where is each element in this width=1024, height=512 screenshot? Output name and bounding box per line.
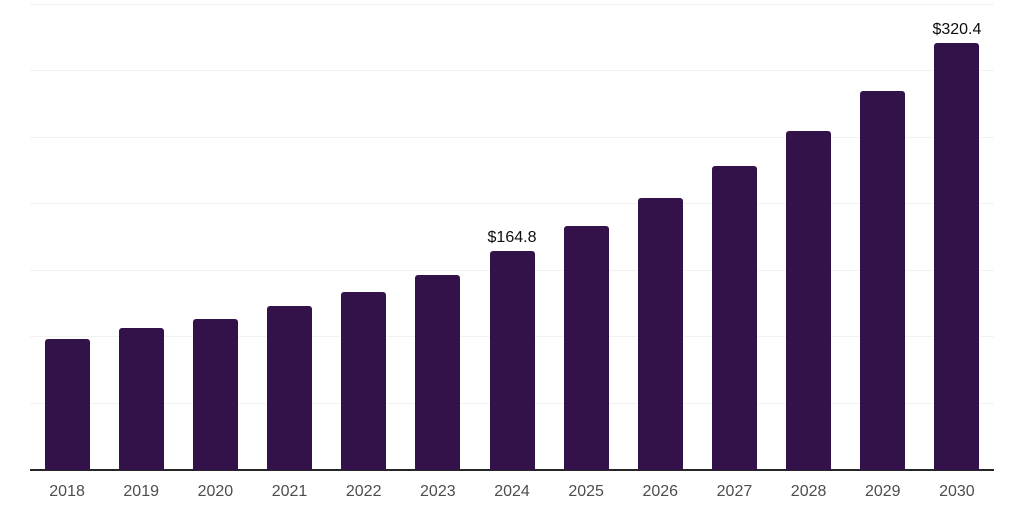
x-tick-label-2023: 2023 [420,483,456,500]
x-axis-line [30,469,994,471]
bar-2029 [860,90,906,470]
bar-2020 [192,318,238,470]
x-tick-label-2024: 2024 [494,483,530,500]
bar-2026 [637,198,683,470]
gridline [30,3,994,5]
bar-2028 [786,130,832,470]
x-tick-label-2022: 2022 [345,483,382,500]
x-tick-label-2021: 2021 [271,483,308,500]
gridline [30,70,994,72]
bar-2022 [341,292,387,470]
x-tick-label-2019: 2019 [123,483,159,500]
x-tick-label-2026: 2026 [642,483,679,500]
bar-2023 [415,274,461,470]
x-tick-label-2018: 2018 [49,483,85,500]
x-tick-label-2027: 2027 [716,483,753,500]
bar-value-label-2024: $164.8 [487,228,537,246]
x-tick-label-2020: 2020 [197,483,234,500]
bar-2025 [563,226,609,470]
bar-2019 [118,327,164,470]
bar-2027 [711,166,757,470]
x-tick-label-2025: 2025 [568,483,604,500]
bar-2024 [489,250,535,470]
bar-2021 [267,306,313,470]
bar-2018 [44,339,90,470]
gridline [30,136,994,138]
x-tick-label-2028: 2028 [790,483,827,500]
bar-2030 [934,43,980,470]
bar-value-label-2030: $320.4 [932,21,982,39]
x-tick-label-2029: 2029 [864,483,901,500]
x-tick-label-2030: 2030 [939,483,975,500]
gridline [30,203,994,205]
